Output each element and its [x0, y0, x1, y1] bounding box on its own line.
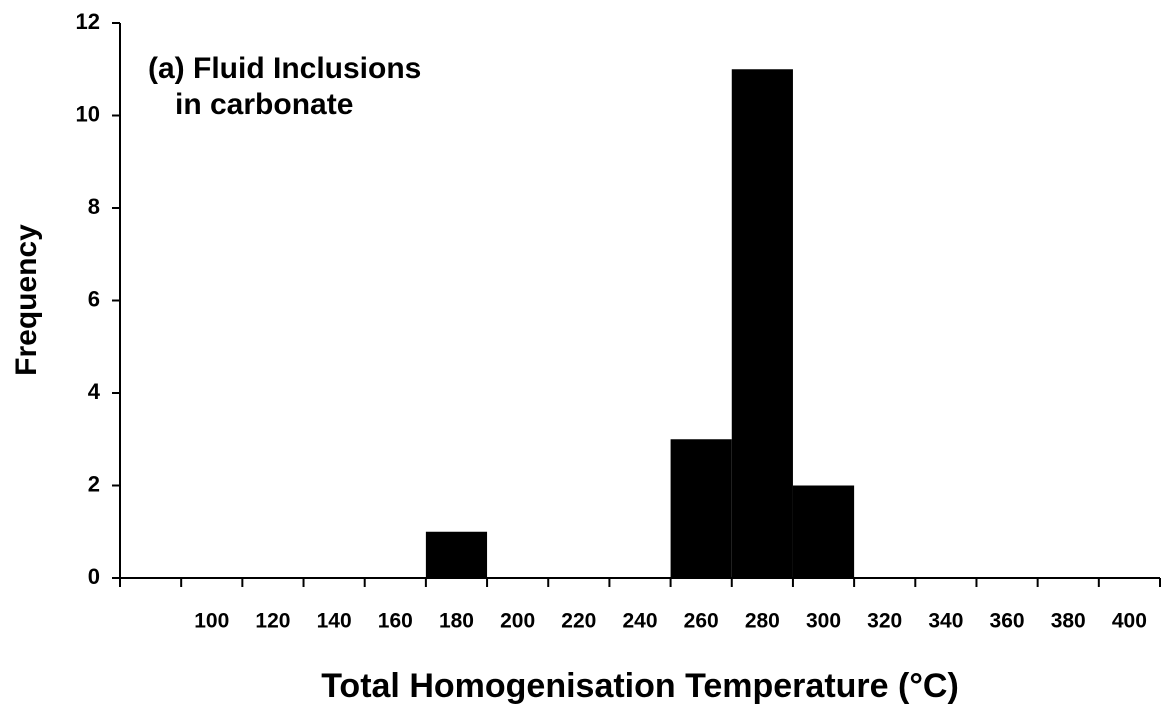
y-tick-label: 12 — [76, 9, 100, 34]
x-tick-label: 340 — [928, 610, 963, 633]
y-tick-label: 2 — [88, 471, 100, 496]
x-axis-title: Total Homogenisation Temperature (°C) — [321, 667, 959, 705]
x-tick-label: 320 — [867, 610, 902, 633]
bar — [425, 531, 488, 578]
y-axis-title: Frequency — [10, 224, 43, 376]
y-tick-label: 0 — [88, 564, 100, 589]
annotation: in carbonate — [175, 88, 353, 121]
bar — [731, 69, 793, 578]
y-tick-label: 4 — [88, 379, 101, 404]
bar — [792, 485, 855, 578]
x-tick-label: 220 — [561, 610, 596, 633]
y-tick-label: 10 — [76, 101, 100, 126]
x-tick-label: 240 — [622, 610, 657, 633]
bar — [670, 439, 732, 578]
x-tick-label: 380 — [1051, 610, 1086, 633]
x-tick-label: 400 — [1112, 610, 1147, 633]
x-tick-label: 200 — [500, 610, 535, 633]
y-tick-label: 8 — [88, 194, 100, 219]
x-tick-label: 260 — [684, 610, 719, 633]
x-tick-label: 140 — [317, 610, 352, 633]
x-tick-label: 360 — [990, 610, 1025, 633]
x-tick-label: 120 — [255, 610, 290, 633]
x-tick-label: 180 — [439, 610, 474, 633]
annotation: (a) Fluid Inclusions — [148, 52, 421, 85]
x-tick-label: 160 — [378, 610, 413, 633]
x-tick-label: 300 — [806, 610, 841, 633]
x-tick-label: 100 — [194, 610, 229, 633]
y-tick-label: 6 — [88, 286, 100, 311]
x-tick-label: 280 — [745, 610, 780, 633]
